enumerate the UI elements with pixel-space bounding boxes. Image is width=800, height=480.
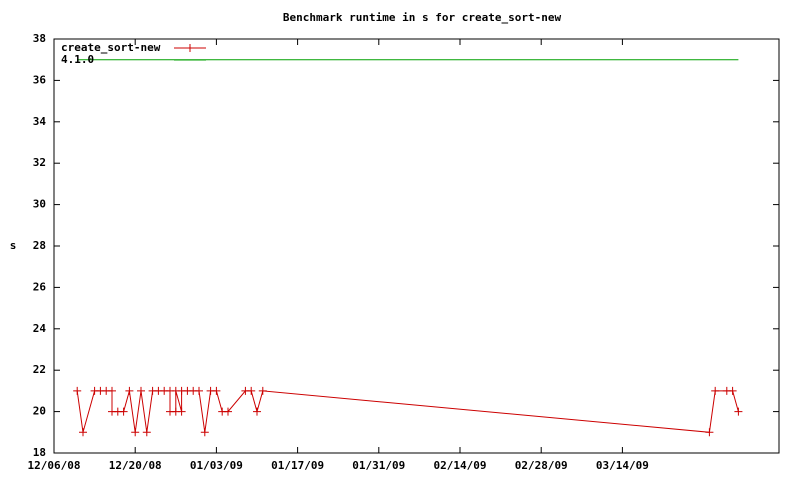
point-marker [131,428,140,437]
legend-marker [186,44,194,52]
y-tick-label: 34 [33,115,47,128]
x-tick-label: 01/03/09 [190,459,243,472]
legend-label: create_sort-new [61,41,161,54]
point-marker [108,386,116,395]
x-tick-label: 03/14/09 [596,459,649,472]
point-marker [247,386,256,395]
y-tick-label: 20 [33,405,46,418]
x-tick-label: 02/14/09 [434,459,487,472]
y-tick-label: 30 [33,198,46,211]
x-tick-label: 01/31/09 [352,459,405,472]
y-axis-label: s [10,239,17,252]
legend-label: 4.1.0 [61,53,94,66]
y-tick-label: 38 [33,32,46,45]
x-tick-label: 12/06/08 [28,459,81,472]
y-tick-label: 24 [33,322,47,335]
point-marker [195,386,203,395]
y-tick-label: 36 [33,73,47,86]
point-marker [137,386,145,395]
x-tick-label: 12/20/08 [109,459,162,472]
y-tick-label: 32 [33,156,46,169]
point-marker [258,386,267,395]
point-marker [73,386,82,395]
point-marker [79,428,87,437]
point-marker [728,386,737,395]
point-marker [711,386,720,395]
point-marker [119,407,128,416]
x-tick-label: 01/17/09 [271,459,324,472]
point-marker [705,428,714,437]
y-tick-label: 18 [33,446,46,459]
y-tick-label: 26 [33,280,47,293]
point-marker [224,407,232,416]
point-marker [734,407,743,416]
chart-title: Benchmark runtime in s for create_sort-n… [283,11,562,24]
point-marker [253,407,261,416]
point-marker [200,428,209,437]
point-marker [142,428,151,437]
y-tick-label: 22 [33,363,46,376]
point-marker [177,407,186,416]
point-marker [125,386,134,395]
y-tick-label: 28 [33,239,46,252]
point-marker [212,386,221,395]
x-tick-label: 02/28/09 [515,459,568,472]
